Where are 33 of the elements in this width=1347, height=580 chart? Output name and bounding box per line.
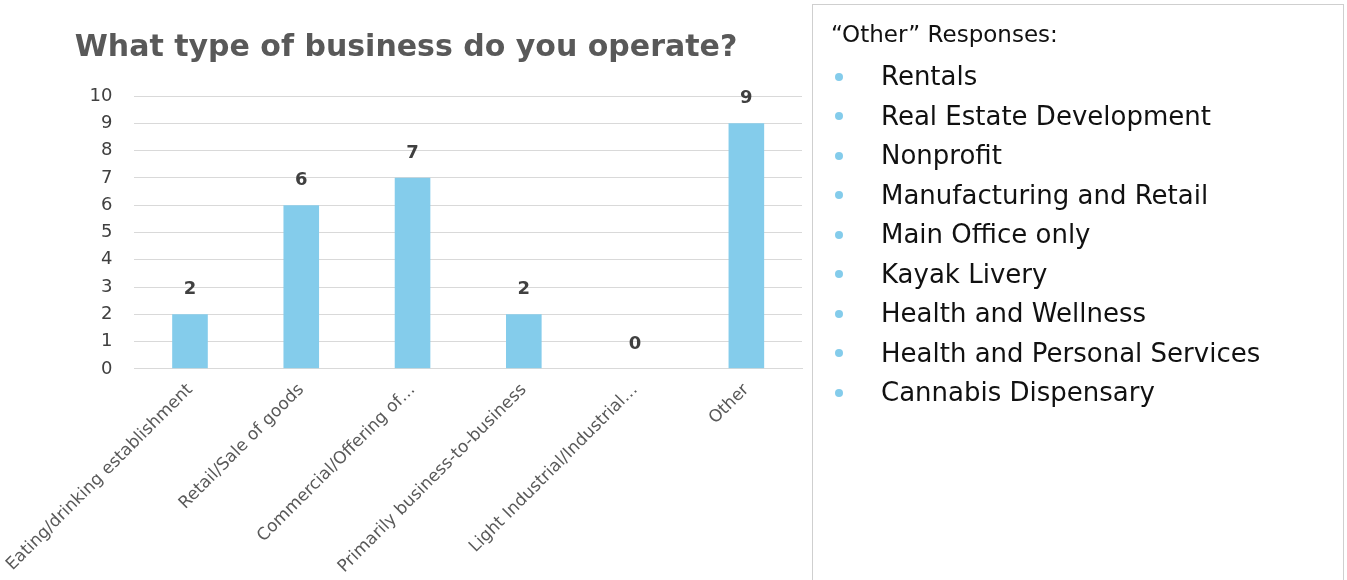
data-label: 6	[295, 167, 308, 189]
y-tick-label: 6	[100, 192, 113, 214]
y-tick-label: 0	[100, 356, 113, 378]
data-label: 2	[183, 276, 197, 298]
text: Health and Wellness	[881, 297, 1147, 330]
y-tick-label: 5	[100, 220, 113, 242]
text: Health and Personal Services	[881, 336, 1261, 370]
text: Manufacturing and Retail	[881, 178, 1209, 212]
y-tick-label: 2	[100, 301, 113, 323]
chart-title: What type of business do you operate?	[74, 27, 738, 63]
y-tick-label: 9	[100, 110, 113, 132]
y-tick-label: 4	[100, 247, 113, 269]
bar	[394, 177, 431, 369]
bar	[283, 205, 320, 369]
y-tick-label: 8	[100, 138, 113, 160]
text: Real Estate Development	[881, 99, 1211, 133]
text: Main Office only	[881, 218, 1091, 251]
data-label: 9	[740, 85, 753, 107]
text: Kayak Livery	[881, 257, 1048, 291]
bar	[728, 123, 765, 369]
data-label: 0	[628, 331, 642, 353]
text: Cannabis Dispensary	[881, 376, 1155, 409]
y-tick-label: 1	[100, 329, 113, 351]
bar	[172, 314, 208, 369]
y-tick-label: 7	[100, 165, 113, 187]
bar	[506, 314, 542, 369]
text: “Other” Responses:	[831, 21, 1059, 47]
data-label: 7	[406, 140, 419, 162]
data-label: 2	[517, 276, 531, 298]
y-tick-label: 10	[89, 83, 113, 105]
y-tick-label: 3	[100, 274, 113, 296]
text: Nonprofit	[881, 139, 1002, 172]
text: Rentals	[881, 60, 978, 93]
